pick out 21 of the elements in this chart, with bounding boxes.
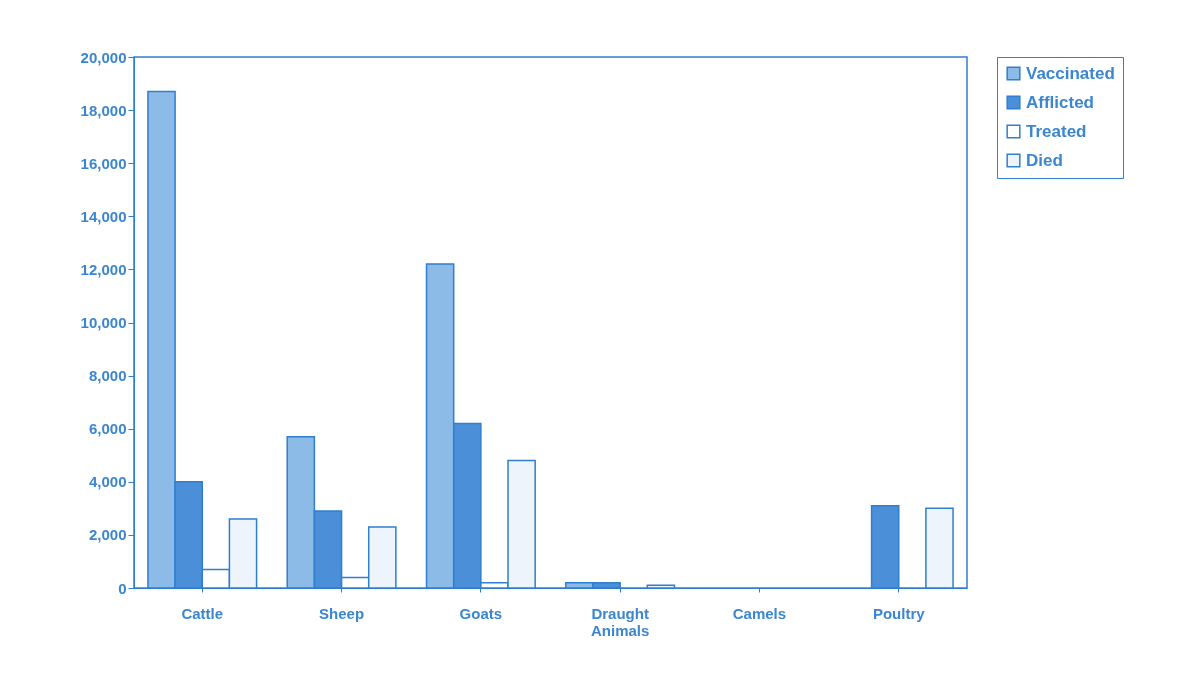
y-tick-label: 18,000 [80, 101, 127, 119]
x-tick-label: Draught Animals [590, 604, 650, 639]
y-tick-label: 2,000 [88, 526, 127, 544]
legend-label: Vaccinated [1026, 63, 1115, 83]
legend-label: Afflicted [1026, 92, 1094, 112]
x-tick-label: Poultry [872, 604, 926, 622]
y-tick-label: 16,000 [80, 154, 127, 172]
x-tick-label: Cattle [181, 604, 224, 622]
y-tick-label: 6,000 [88, 420, 127, 438]
y-tick-label: 0 [118, 579, 127, 597]
legend-label: Treated [1026, 121, 1087, 141]
y-tick-label: 20,000 [80, 48, 127, 66]
legend-label: Died [1026, 150, 1063, 170]
y-tick-label: 14,000 [80, 207, 127, 225]
y-tick-label: 10,000 [80, 314, 127, 331]
x-tick-label: Goats [459, 604, 503, 622]
y-tick-label: 8,000 [88, 367, 127, 385]
x-tick-label: Camels [732, 604, 787, 622]
y-tick-label: 4,000 [88, 473, 127, 491]
y-tick-label: 12,000 [80, 260, 127, 278]
x-tick-label: Sheep [319, 604, 365, 622]
